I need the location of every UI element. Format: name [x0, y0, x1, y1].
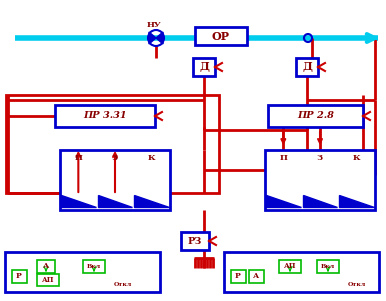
Text: ПР 3.31: ПР 3.31	[83, 111, 127, 120]
Text: З: З	[112, 154, 118, 162]
Text: РЗ: РЗ	[188, 237, 202, 246]
Polygon shape	[98, 195, 132, 207]
Bar	[193, 58, 215, 76]
Text: Откл: Откл	[348, 281, 366, 287]
Bar	[296, 58, 318, 76]
Bar	[265, 150, 375, 210]
Text: П: П	[74, 154, 82, 162]
Text: Вкл: Вкл	[87, 263, 101, 268]
Text: Откл: Откл	[114, 281, 132, 287]
Bar	[60, 150, 170, 210]
Text: З: З	[317, 154, 323, 162]
Polygon shape	[156, 32, 163, 44]
Polygon shape	[266, 195, 301, 207]
Text: П: П	[279, 154, 287, 162]
Bar	[83, 260, 105, 273]
Polygon shape	[339, 195, 374, 207]
Text: ПР 2.8: ПР 2.8	[297, 111, 334, 120]
Bar	[268, 105, 363, 127]
Bar	[5, 252, 160, 292]
Polygon shape	[61, 195, 96, 207]
Text: ОР: ОР	[212, 30, 230, 42]
Text: К: К	[353, 154, 361, 162]
Text: А: А	[43, 262, 49, 270]
Bar	[224, 252, 379, 292]
Text: Д: Д	[199, 61, 209, 73]
Bar	[12, 270, 27, 283]
Text: АП: АП	[284, 262, 296, 270]
Polygon shape	[149, 32, 156, 44]
Text: А: А	[253, 272, 259, 280]
Bar	[317, 260, 339, 273]
Text: Вкл: Вкл	[321, 263, 335, 268]
Bar	[55, 105, 155, 127]
Text: Р: Р	[235, 272, 241, 280]
Text: Р: Р	[16, 272, 22, 280]
Text: Д: Д	[302, 61, 312, 73]
Bar	[37, 260, 55, 273]
Bar	[279, 260, 301, 273]
Bar	[195, 27, 247, 45]
Bar	[181, 232, 209, 250]
Bar	[231, 270, 246, 283]
Text: К: К	[148, 154, 156, 162]
Polygon shape	[134, 195, 169, 207]
Bar	[249, 270, 264, 283]
Bar	[37, 274, 59, 286]
Text: НУ: НУ	[147, 21, 161, 29]
Text: АП: АП	[42, 276, 54, 284]
Polygon shape	[303, 195, 337, 207]
Bar	[6, 95, 219, 193]
